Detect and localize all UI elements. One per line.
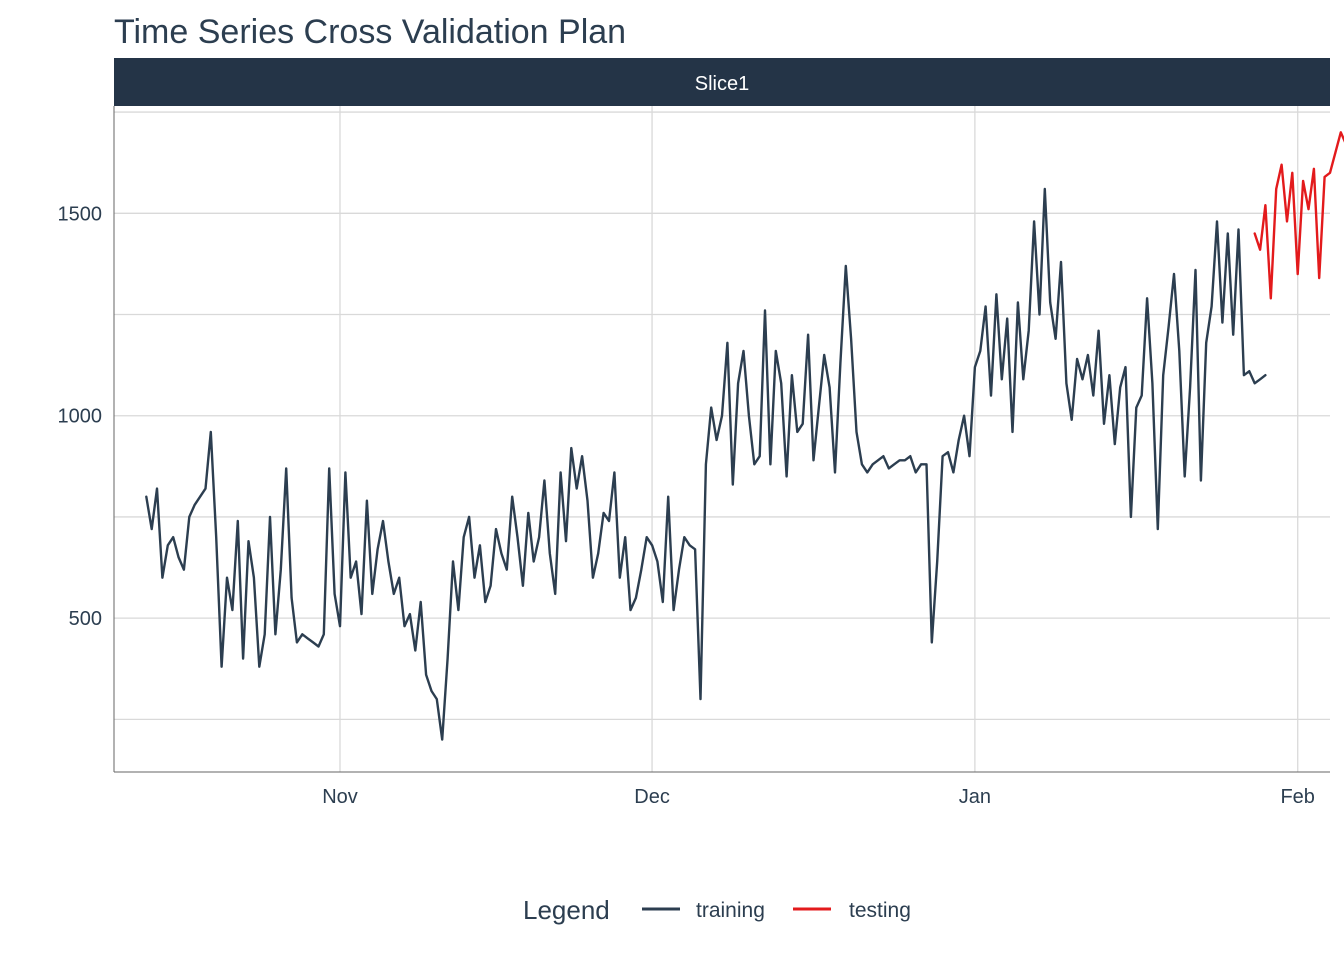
- plot-grid: [114, 106, 1330, 772]
- x-tick-label: Nov: [322, 786, 358, 808]
- y-tick-label: 1000: [58, 406, 103, 428]
- series-layer: [145, 131, 1344, 741]
- facet-strip: [114, 58, 1330, 106]
- x-tick-label: Feb: [1280, 786, 1314, 808]
- legend-entry-training: training: [642, 899, 765, 922]
- legend: Legend training testing: [523, 895, 911, 925]
- legend-label-testing: testing: [849, 899, 911, 922]
- legend-label-training: training: [696, 899, 765, 922]
- chart-title: Time Series Cross Validation Plan: [114, 13, 626, 51]
- x-tick-label: Dec: [634, 786, 670, 808]
- y-tick-label: 500: [69, 608, 102, 630]
- y-tick-label: 1500: [58, 203, 103, 225]
- series-line-training: [145, 187, 1267, 741]
- facet-label: Slice1: [695, 73, 749, 95]
- axes: 500 1000 1500 Nov Dec Jan Feb: [58, 106, 1330, 808]
- legend-entry-testing: testing: [793, 899, 911, 922]
- x-tick-label: Jan: [959, 786, 991, 808]
- legend-title: Legend: [523, 895, 610, 925]
- series-line-testing: [1253, 131, 1344, 300]
